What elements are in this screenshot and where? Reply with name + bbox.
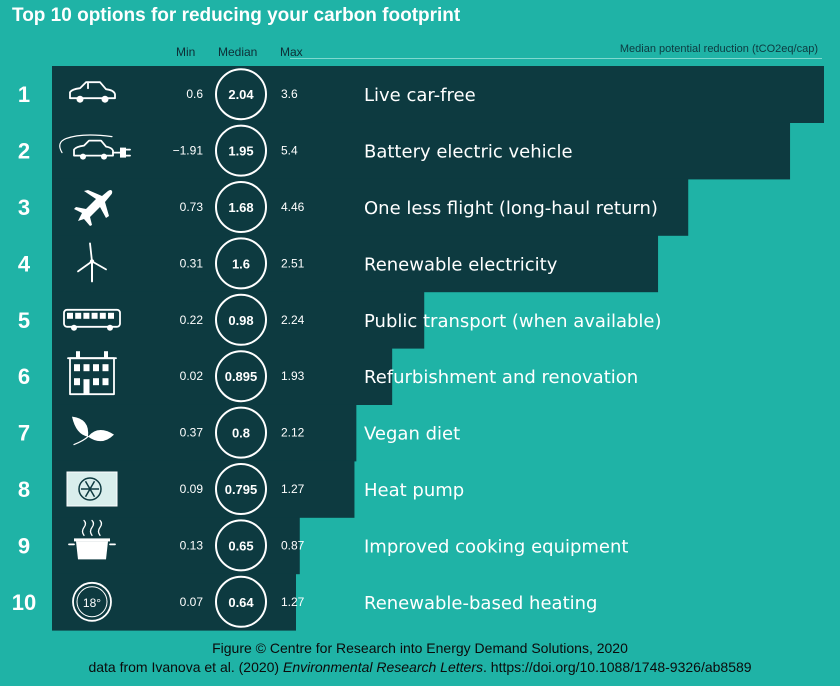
caption-source-prefix: data from Ivanova et al. (2020) bbox=[88, 659, 283, 675]
median-value: 1.6 bbox=[232, 256, 250, 271]
rank-label: 6 bbox=[18, 364, 30, 389]
median-circle bbox=[215, 463, 267, 515]
median-circle bbox=[215, 350, 267, 403]
option-label: Renewable-based heating bbox=[364, 593, 597, 614]
max-value: 2.12 bbox=[281, 426, 305, 440]
median-circle bbox=[215, 68, 267, 121]
house-icon bbox=[67, 351, 117, 396]
min-value: 0.07 bbox=[180, 595, 204, 609]
rank-label: 7 bbox=[18, 421, 30, 446]
rank-label: 2 bbox=[18, 139, 30, 164]
max-value: 1.93 bbox=[281, 369, 305, 383]
rank-label: 9 bbox=[18, 533, 30, 558]
rank-label: 5 bbox=[18, 308, 30, 333]
max-value: 3.6 bbox=[281, 87, 298, 101]
option-row: 4 0.31 1.6 2.51 Renewable electricity bbox=[18, 237, 558, 290]
bar-1 bbox=[52, 66, 824, 123]
option-row: 9 0.13 0.65 0.87 Improved cooking equipment bbox=[18, 519, 628, 572]
option-label: Vegan diet bbox=[364, 424, 460, 445]
bar-2 bbox=[52, 122, 791, 180]
median-value: 1.68 bbox=[228, 200, 253, 215]
option-label: One less flight (long-haul return) bbox=[364, 198, 658, 219]
median-value: 2.04 bbox=[228, 87, 254, 102]
chart-svg: 1 0.6 2.04 3.6 Live car-free 2 −1.91 1.95 5.4 Bat… bbox=[12, 66, 824, 631]
median-circle bbox=[215, 124, 267, 177]
caption-journal: Environmental Research Letters bbox=[283, 659, 483, 675]
chart-title: Top 10 options for reducing your carbon … bbox=[12, 5, 461, 26]
max-value: 1.27 bbox=[281, 595, 305, 609]
rank-label: 8 bbox=[18, 477, 30, 502]
min-value: −1.91 bbox=[173, 144, 204, 158]
median-value: 0.64 bbox=[228, 595, 254, 610]
option-row: 6 0.02 0.895 1.93 Refurbishment and renovati… bbox=[18, 350, 638, 403]
option-label: Refurbishment and renovation bbox=[364, 367, 638, 388]
max-value: 2.24 bbox=[281, 313, 305, 327]
min-value: 0.73 bbox=[180, 200, 204, 214]
bar-5 bbox=[52, 291, 425, 349]
median-circle bbox=[215, 181, 267, 233]
rank-label: 4 bbox=[18, 251, 31, 276]
option-label: Battery electric vehicle bbox=[364, 142, 573, 163]
option-label: Renewable electricity bbox=[364, 254, 558, 275]
heat-pump-icon bbox=[66, 471, 118, 507]
unit-divider bbox=[290, 58, 822, 59]
min-value: 0.02 bbox=[180, 369, 204, 383]
median-circle bbox=[215, 406, 267, 459]
rank-label: 3 bbox=[18, 195, 30, 220]
median-circle bbox=[215, 519, 267, 572]
median-value: 0.795 bbox=[225, 482, 258, 497]
unit-label: Median potential reduction (tCO2eq/cap) bbox=[619, 43, 818, 55]
max-value: 5.4 bbox=[281, 144, 298, 158]
option-row: 3 0.73 1.68 4.46 One less flight (long-haul … bbox=[18, 181, 658, 233]
rank-label: 1 bbox=[18, 82, 30, 107]
median-circle bbox=[215, 293, 267, 346]
median-value: 0.65 bbox=[228, 538, 253, 553]
column-header-median: Median bbox=[218, 45, 258, 59]
bar-4 bbox=[52, 235, 659, 293]
min-value: 0.09 bbox=[180, 482, 204, 496]
caption-source: data from Ivanova et al. (2020) Environm… bbox=[0, 659, 840, 675]
median-value: 1.95 bbox=[228, 144, 253, 159]
thermostat-icon: 18° bbox=[72, 581, 112, 622]
min-value: 0.37 bbox=[180, 426, 204, 440]
column-header-min: Min bbox=[176, 45, 196, 59]
min-value: 0.13 bbox=[180, 538, 204, 552]
option-row: 7 0.37 0.8 2.12 Vegan diet bbox=[18, 406, 460, 459]
min-value: 0.22 bbox=[180, 313, 204, 327]
cooking-pot-icon bbox=[68, 519, 116, 560]
rank-label: 10 bbox=[12, 590, 36, 615]
min-value: 0.6 bbox=[186, 87, 203, 101]
bar-6 bbox=[52, 348, 393, 405]
caption-source-suffix: . https://doi.org/10.1088/1748-9326/ab85… bbox=[483, 659, 752, 675]
median-circle bbox=[215, 237, 267, 290]
median-value: 0.98 bbox=[228, 313, 253, 328]
electric-car-plug-icon bbox=[59, 134, 131, 160]
max-value: 2.51 bbox=[281, 256, 305, 270]
option-label: Public transport (when available) bbox=[364, 311, 662, 332]
max-value: 0.87 bbox=[281, 538, 305, 552]
thermostat-temperature: 18° bbox=[83, 596, 101, 610]
option-row: 8 0.09 0.795 1.27 Heat pump bbox=[18, 463, 464, 515]
option-row: 2 −1.91 1.95 5.4 Battery electric vehicle bbox=[18, 124, 573, 177]
option-label: Improved cooking equipment bbox=[364, 536, 628, 557]
bar-3 bbox=[52, 178, 689, 236]
option-label: Live car-free bbox=[364, 85, 476, 106]
leaf-icon bbox=[72, 416, 114, 446]
median-value: 0.895 bbox=[225, 369, 258, 384]
min-value: 0.31 bbox=[180, 256, 204, 270]
column-header-max: Max bbox=[280, 45, 303, 59]
airplane-icon bbox=[74, 190, 113, 226]
option-label: Heat pump bbox=[364, 480, 464, 501]
bus-icon bbox=[63, 308, 121, 331]
median-circle bbox=[215, 575, 267, 628]
option-row: 1 0.6 2.04 3.6 Live car-free bbox=[18, 68, 476, 121]
option-row: 10 18° 0.07 0.64 1.27 Renewable-based heating bbox=[12, 575, 597, 628]
wind-turbine-icon bbox=[77, 242, 107, 283]
car-icon bbox=[69, 81, 116, 103]
median-value: 0.8 bbox=[232, 426, 250, 441]
caption-credit: Figure © Centre for Research into Energy… bbox=[212, 640, 628, 656]
max-value: 1.27 bbox=[281, 482, 305, 496]
max-value: 4.46 bbox=[281, 200, 305, 214]
option-row: 5 0.22 0.98 2.24 Public transport (when avai… bbox=[18, 293, 662, 346]
